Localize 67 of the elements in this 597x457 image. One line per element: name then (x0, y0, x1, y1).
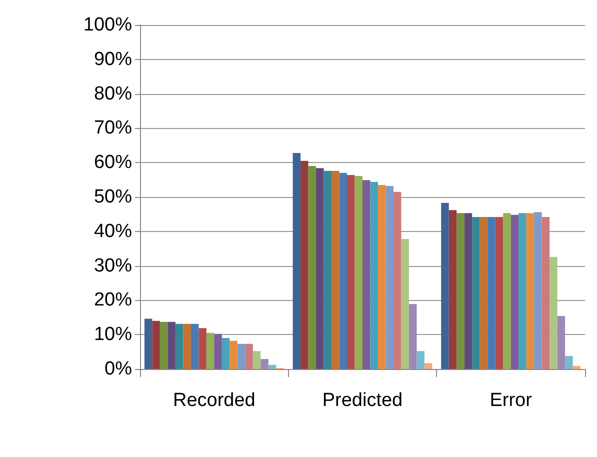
bar (160, 322, 168, 369)
bar (480, 216, 488, 369)
bar (354, 176, 362, 369)
y-tick-label: 40% (94, 220, 132, 242)
x-tick-label: Predicted (322, 390, 403, 411)
x-tick-label: Error (490, 390, 533, 411)
bar (456, 213, 464, 369)
bar (168, 322, 176, 369)
bar (472, 216, 480, 369)
bar (183, 324, 191, 369)
bar (503, 213, 511, 369)
y-tick-label: 10% (94, 324, 132, 346)
bar (408, 304, 417, 369)
y-tick-label: 90% (94, 48, 132, 70)
bar (424, 363, 432, 369)
bar (237, 344, 246, 369)
bar (222, 338, 230, 369)
x-tick-label: Recorded (172, 390, 256, 411)
bar (144, 318, 152, 369)
bar (526, 213, 534, 369)
bar (401, 238, 409, 369)
y-tick-label: 100% (83, 14, 132, 36)
y-tick-label: 70% (94, 118, 132, 139)
bar (510, 214, 519, 369)
bar (214, 334, 222, 369)
bar (464, 213, 472, 369)
y-tick-label: 80% (94, 83, 132, 104)
bar (542, 216, 550, 369)
bar (152, 320, 160, 369)
bar (260, 359, 268, 369)
bar (292, 152, 301, 369)
bar (572, 366, 581, 369)
bar (245, 344, 253, 369)
bar (518, 213, 526, 369)
bar (300, 160, 308, 369)
bar (198, 328, 206, 369)
bar (448, 210, 457, 369)
bar (252, 351, 261, 369)
bar (347, 174, 355, 369)
bar (308, 166, 316, 369)
bar (268, 364, 276, 369)
bar (495, 216, 504, 369)
bar (550, 256, 558, 369)
y-tick-label: 60% (94, 152, 132, 174)
y-tick-label: 20% (94, 290, 132, 311)
bar (393, 192, 402, 369)
bar (386, 186, 394, 369)
bar (441, 202, 449, 369)
bar (416, 351, 424, 369)
bar (370, 182, 378, 369)
bar (316, 168, 324, 369)
bar (565, 356, 573, 369)
y-tick-label: 30% (94, 255, 132, 276)
bar (324, 170, 332, 369)
bar (190, 324, 199, 369)
bar (378, 184, 386, 369)
bar (175, 324, 184, 369)
y-tick-label: 0% (104, 358, 132, 380)
bar (339, 172, 348, 369)
bar (206, 332, 214, 369)
y-tick-label: 50% (94, 186, 132, 208)
bar (362, 180, 370, 369)
bar (332, 170, 340, 369)
bar (557, 316, 566, 369)
bar (534, 212, 542, 369)
bar (230, 340, 238, 369)
bar (488, 216, 496, 369)
